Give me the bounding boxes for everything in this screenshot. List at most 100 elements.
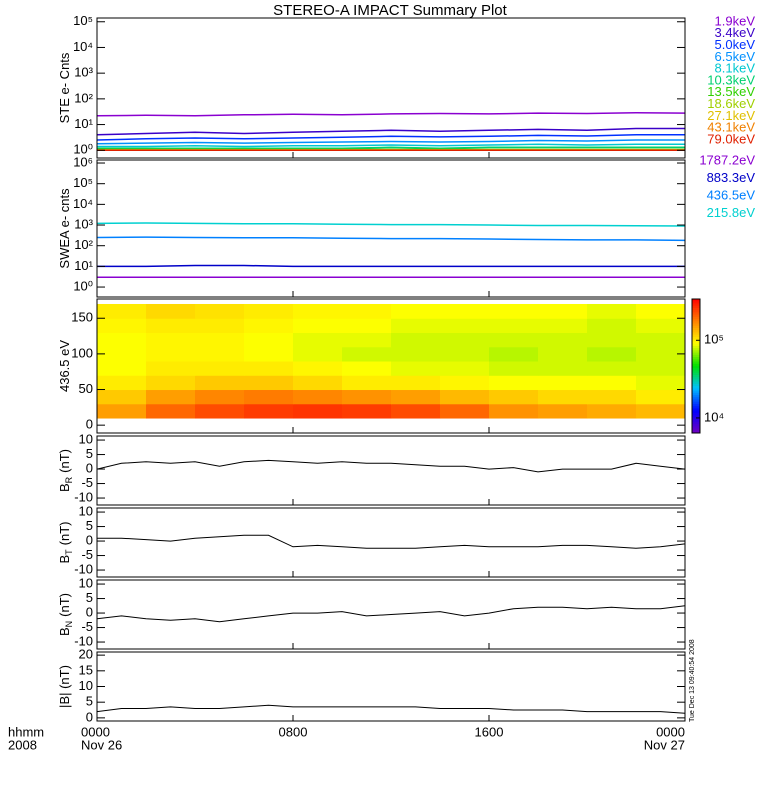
panel-frame (96, 435, 686, 506)
heat-cell (97, 375, 147, 391)
heat-cell (342, 403, 392, 419)
colorbar-segment (692, 307, 700, 311)
panel-1 (97, 222, 685, 278)
panel-2 (97, 303, 685, 419)
y-tick-label: 50 (79, 381, 93, 396)
series-line (97, 236, 685, 242)
heat-cell (489, 403, 539, 419)
plot-title: STEREO-A IMPACT Summary Plot (273, 2, 507, 19)
series-line (97, 222, 685, 227)
heat-cell (97, 361, 147, 376)
legend-entry: 27.1keV (707, 108, 755, 123)
y-tick-label: 0 (86, 417, 93, 432)
heat-cell (391, 332, 441, 348)
y-tick-label: 10⁶ (73, 154, 93, 169)
colorbar-segment (692, 301, 700, 304)
y-tick-label: -10 (74, 561, 93, 576)
y-label-unit: (nT) (57, 593, 72, 617)
colorbar-segment (692, 428, 700, 432)
y-tick-label: 5 (86, 694, 93, 709)
timestamp: Tue Dec 13 09:40:54 2008 (689, 639, 696, 722)
colorbar-segment (692, 357, 700, 360)
heat-cell (587, 403, 637, 419)
colorbar-segment (692, 419, 700, 423)
panel-frame (96, 579, 686, 650)
legend-entry: 883.3eV (707, 170, 756, 185)
colorbar-segment (692, 314, 700, 318)
y-axis-label: BR (nT) (57, 449, 74, 492)
y-tick-label: -5 (81, 475, 93, 490)
y-label-unit: (nT) (57, 449, 72, 473)
heat-cell (244, 375, 294, 391)
heat-cell (587, 332, 637, 348)
heat-cell (391, 375, 441, 391)
y-tick-label: 10 (79, 575, 93, 590)
heat-cell (538, 361, 588, 376)
heat-cell (146, 332, 196, 348)
heat-cell (195, 403, 245, 419)
colorbar-segment (692, 328, 700, 331)
heat-cell (244, 346, 294, 362)
heat-cell (146, 303, 196, 319)
y-label-main: SWEA e- cnts (57, 188, 72, 269)
heat-cell (440, 403, 490, 419)
y-tick-label: -10 (74, 489, 93, 504)
heat-cell (440, 303, 490, 319)
heat-cell (146, 375, 196, 391)
heat-cell (440, 332, 490, 348)
x-axis-name: hhmm (8, 724, 44, 739)
y-label-sub: N (64, 621, 74, 628)
y-tick-label: 10⁵ (73, 175, 93, 190)
y-tick-label: -5 (81, 619, 93, 634)
y-tick-label: 0 (86, 709, 93, 724)
heat-cell (636, 361, 685, 376)
heat-cell (195, 303, 245, 319)
series-line (97, 146, 685, 149)
series-line (97, 605, 685, 623)
colorbar-segment (692, 359, 700, 363)
heat-cell (146, 403, 196, 419)
y-tick-label: 10¹ (74, 258, 93, 273)
heat-cell (342, 375, 392, 391)
colorbar-segment (692, 403, 700, 407)
colorbar-segment (692, 361, 700, 365)
heat-cell (146, 361, 196, 376)
heat-cell (293, 346, 343, 362)
colorbar-segment (692, 426, 700, 430)
heat-cell (587, 346, 637, 362)
colorbar-segment (692, 366, 700, 369)
y-axis-label: BN (nT) (57, 593, 74, 636)
x-date-label: Nov 26 (81, 737, 122, 752)
heat-cell (489, 375, 539, 391)
colorbar-segment (692, 341, 700, 345)
heat-cell (489, 303, 539, 319)
y-label-unit: (nT) (57, 521, 72, 545)
heat-cell (195, 361, 245, 376)
heat-cell (440, 318, 490, 333)
heat-cell (391, 346, 441, 362)
y-tick-label: 100 (71, 345, 93, 360)
colorbar-segment (692, 325, 700, 329)
colorbar-segment (692, 345, 700, 349)
y-tick-label: 10⁴ (73, 196, 93, 211)
y-tick-label: 10³ (74, 216, 93, 231)
heat-cell (293, 403, 343, 419)
colorbar-segment (692, 334, 700, 338)
heat-cell (342, 389, 392, 405)
heat-cell (636, 389, 685, 405)
y-tick-label: 10 (79, 503, 93, 518)
heat-cell (195, 346, 245, 362)
heat-cell (97, 389, 147, 405)
legend-entry: 10.3keV (707, 72, 755, 87)
heat-cell (538, 346, 588, 362)
series-line (97, 111, 685, 117)
colorbar-segment (692, 392, 700, 396)
x-tick-label: 0000 (81, 724, 110, 739)
series-line (97, 139, 685, 145)
legend-entry: 1787.2eV (699, 152, 755, 167)
series-line (97, 134, 685, 141)
colorbar-segment (692, 399, 700, 403)
heat-cell (244, 303, 294, 319)
heat-cell (244, 318, 294, 333)
